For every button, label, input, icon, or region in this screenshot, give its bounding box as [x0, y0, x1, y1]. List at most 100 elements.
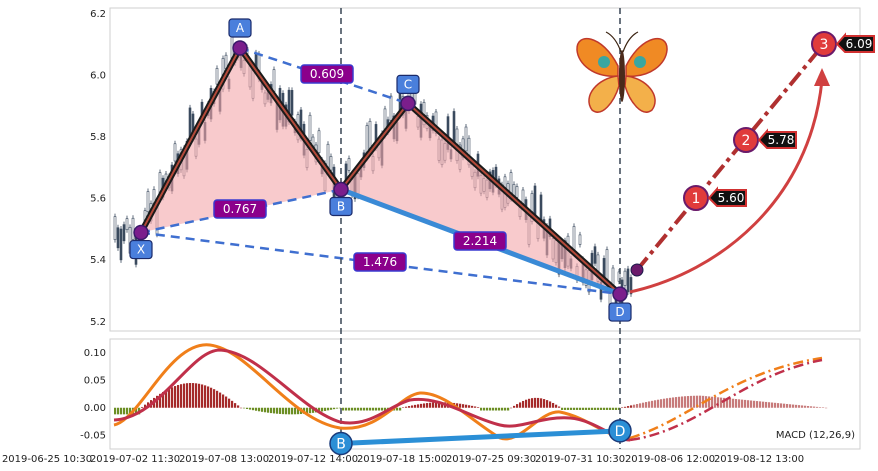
candle-body [326, 143, 330, 169]
candle-body [173, 143, 177, 162]
candle-body [368, 120, 372, 151]
histogram-bar [285, 407, 288, 415]
histogram-bar [609, 407, 612, 410]
histogram-bar [825, 407, 828, 409]
histogram-bar [435, 402, 438, 408]
ratio-label-box [353, 252, 407, 272]
histogram-bar [738, 399, 741, 408]
pattern-point-dot [400, 95, 416, 112]
histogram-bar [384, 407, 387, 411]
histogram-bar [240, 407, 243, 409]
histogram-bar [354, 407, 357, 411]
histogram-bar [735, 399, 738, 408]
divergence-circle [329, 431, 353, 456]
histogram-bar [597, 407, 600, 410]
candle-body [116, 227, 120, 249]
histogram-bar [258, 407, 261, 412]
histogram-bar [495, 407, 498, 411]
histogram-bar [729, 398, 732, 408]
pattern-leg-core [140, 47, 241, 234]
candle-body [611, 267, 615, 286]
histogram-bar [318, 407, 321, 412]
histogram-bar [426, 403, 429, 408]
target-value-tag [707, 186, 747, 207]
divergence-circle [608, 419, 632, 443]
point-label: A [236, 21, 245, 35]
histogram-bar [144, 404, 147, 408]
harmonic-pattern [129, 8, 875, 449]
pattern-point-dot [133, 224, 149, 241]
histogram-bar [612, 407, 615, 410]
histogram-bar [672, 397, 675, 408]
histogram-bar [663, 398, 666, 408]
macd-tick-label: 0.05 [84, 375, 106, 386]
price-tick-label: 5.6 [90, 194, 106, 205]
histogram-bar [159, 393, 162, 408]
histogram-bar [759, 401, 762, 408]
histogram-bar [615, 407, 618, 410]
histogram-bar [570, 407, 573, 410]
pattern-leg-core [407, 102, 621, 295]
x-tick-label: 2019-07-31 10:30 [535, 454, 625, 465]
target-value: 5.78 [768, 133, 795, 147]
histogram-bar [753, 400, 756, 408]
histogram-bar [414, 404, 417, 408]
histogram-bar [666, 398, 669, 408]
histogram-bar [786, 403, 789, 408]
histogram-bar [174, 386, 177, 408]
histogram-bar [309, 407, 312, 414]
histogram-bar [504, 407, 507, 411]
histogram-bar [345, 407, 348, 411]
histogram-bar [654, 400, 657, 408]
histogram-bar [192, 383, 195, 408]
histogram-bar [627, 406, 630, 408]
histogram-bar [267, 407, 270, 413]
target-number: 2 [742, 133, 751, 149]
histogram-bar [645, 402, 648, 408]
x-tick-label: 2019-07-08 13:00 [179, 454, 269, 465]
divergence-label: D [615, 424, 626, 440]
histogram-bar [711, 396, 714, 408]
histogram-bar [714, 397, 717, 408]
histogram-bar [261, 407, 264, 412]
histogram-bar [492, 407, 495, 411]
histogram-bar [210, 387, 213, 408]
candle-body [572, 226, 576, 253]
macd-tick-label: 0.00 [84, 403, 106, 414]
histogram-bar [606, 407, 609, 410]
histogram-bar [126, 407, 129, 415]
point-label-box [396, 74, 420, 94]
candle-body [317, 130, 321, 153]
histogram-bar [822, 407, 825, 408]
signal-projection [629, 358, 823, 442]
projection-line [635, 42, 826, 272]
histogram-bar [399, 407, 402, 411]
histogram-bar [408, 406, 411, 408]
histogram-bar [117, 407, 120, 415]
histogram-bar [732, 398, 735, 408]
pattern-point-dot [333, 181, 349, 198]
histogram-bar [540, 398, 543, 408]
macd-divergence-line [340, 428, 621, 446]
target-number: 3 [820, 37, 829, 53]
candle-body [347, 158, 351, 171]
histogram-bar [216, 390, 219, 408]
histogram-bar [129, 407, 132, 415]
candle-body [329, 156, 333, 171]
ratio-label: 0.767 [223, 202, 257, 216]
histogram-bar [678, 396, 681, 408]
histogram-bar [531, 398, 534, 408]
price-tick-label: 6.0 [90, 71, 106, 82]
histogram-bar [684, 396, 687, 408]
histogram-bar [135, 407, 138, 415]
candle-body [539, 194, 543, 222]
histogram-bar [573, 407, 576, 410]
price-tick-label: 6.2 [90, 9, 106, 20]
histogram-bar [219, 392, 222, 408]
histogram-bar [351, 407, 354, 411]
histogram-bar [591, 407, 594, 410]
histogram-bar [576, 407, 579, 410]
histogram-bar [750, 400, 753, 408]
x-tick-label: 2019-07-12 14:00 [268, 454, 358, 465]
point-label: C [404, 77, 412, 91]
